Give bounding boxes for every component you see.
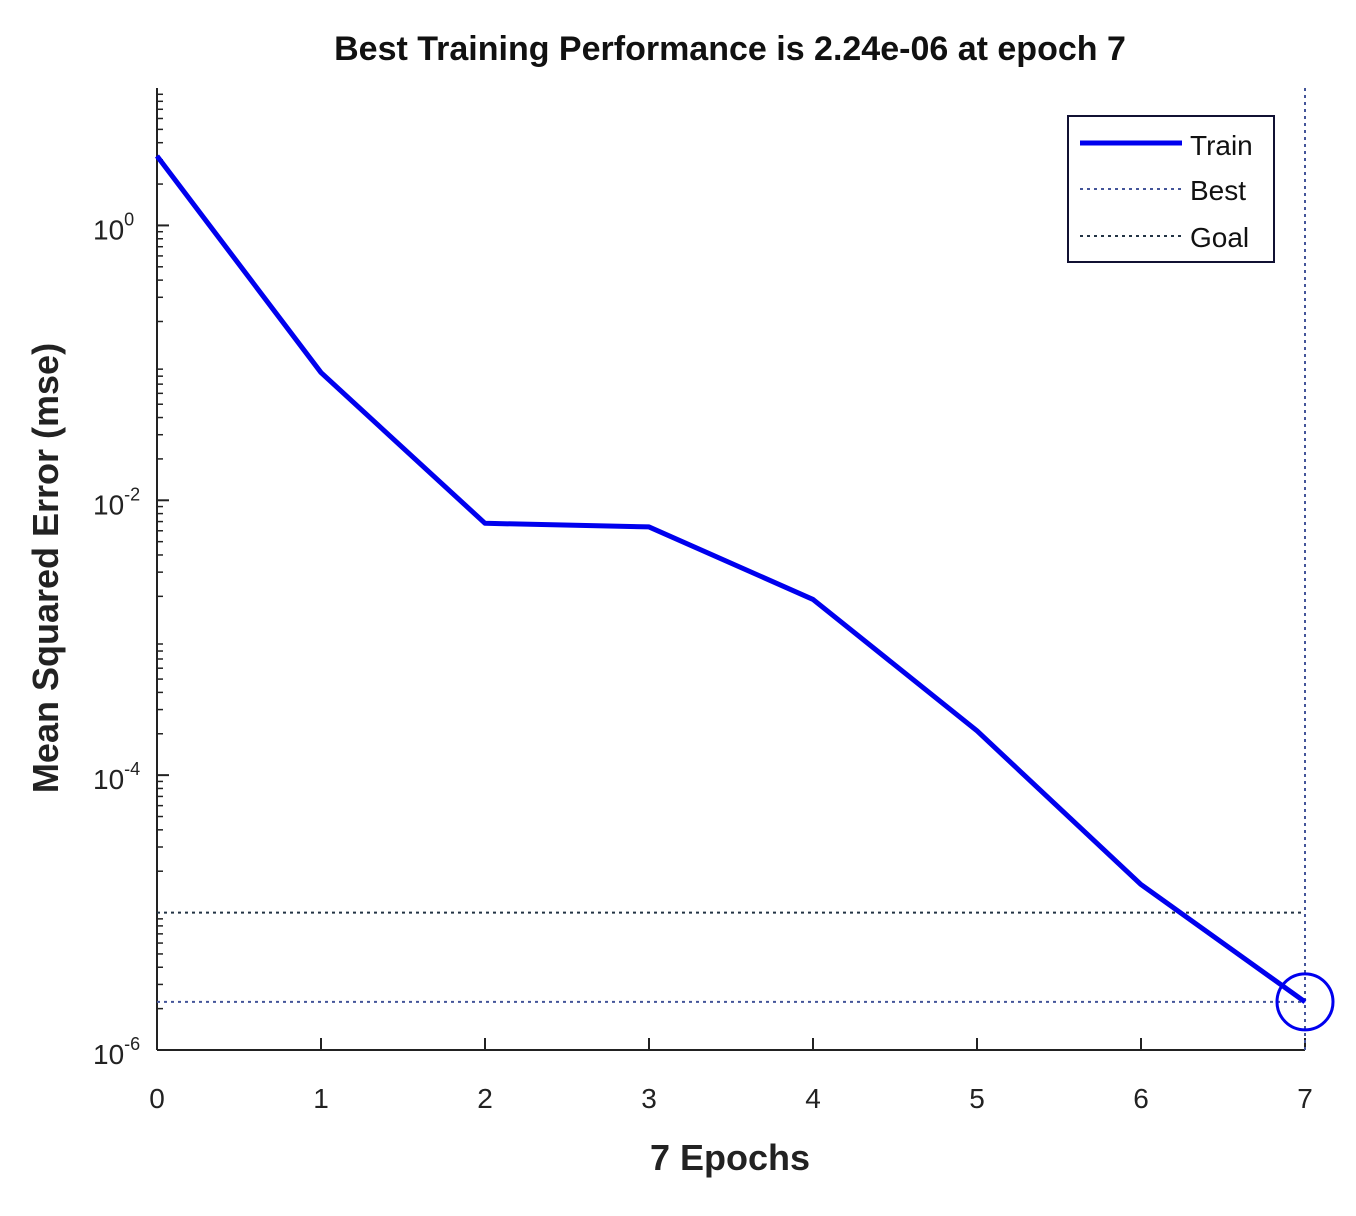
legend-best-label: Best [1190,175,1246,206]
x-tick-label: 6 [1133,1083,1149,1114]
train-point [812,598,814,600]
plot-area: 100 10-2 10-4 10-6 0 1 2 3 4 5 6 7 [93,88,1335,1114]
train-point [484,522,486,524]
legend-train-label: Train [1190,130,1253,161]
y-tick-label: 10-2 [93,484,140,520]
train-point [1140,884,1142,886]
train-line [155,154,1307,1004]
train-point [648,526,650,528]
train-point [156,155,158,157]
legend-goal-label: Goal [1190,222,1249,253]
y-axis-label: Mean Squared Error (mse) [25,343,66,793]
x-tick-label: 0 [149,1083,165,1114]
x-tick-label: 1 [313,1083,329,1114]
x-tick-label: 5 [969,1083,985,1114]
train-point [976,730,978,732]
train-point [1304,1001,1306,1003]
x-axis-label: 7 Epochs [650,1137,810,1178]
train-point [320,372,322,374]
y-tick-label: 10-4 [93,759,140,795]
y-tick-label: 10-6 [93,1034,140,1070]
best-marker [1275,972,1335,1032]
x-tick-label: 3 [641,1083,657,1114]
chart-title: Best Training Performance is 2.24e-06 at… [334,30,1126,68]
x-tick-label: 2 [477,1083,493,1114]
y-tick-label: 100 [93,209,134,245]
x-tick-label: 7 [1297,1083,1313,1114]
legend: Train Best Goal [1067,115,1275,263]
x-tick-label: 4 [805,1083,821,1114]
